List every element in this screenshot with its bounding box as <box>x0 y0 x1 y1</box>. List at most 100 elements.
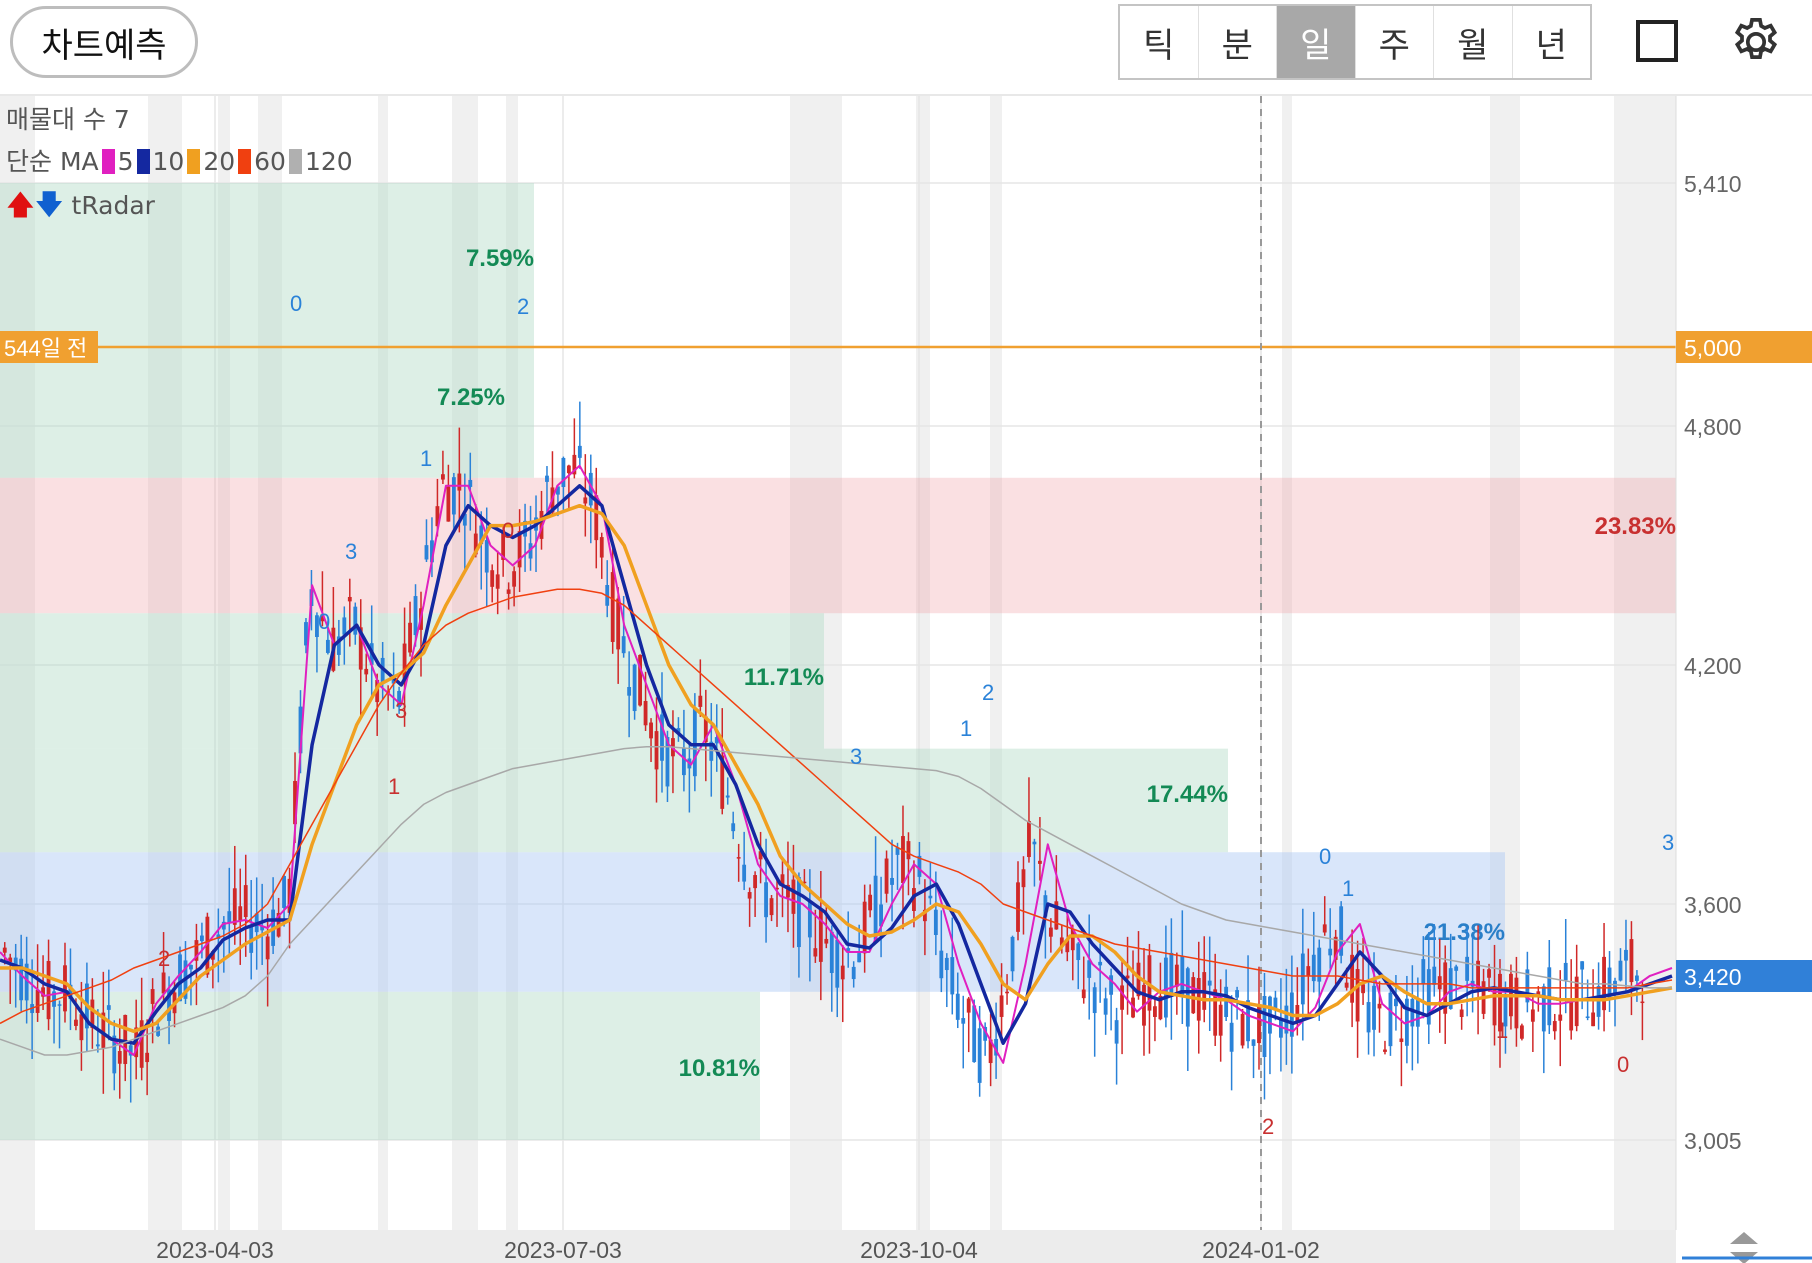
candle-body <box>123 1014 128 1065</box>
candle-body <box>501 530 506 560</box>
candle-body <box>1448 968 1453 1009</box>
ma20-swatch <box>187 149 201 174</box>
candle-body <box>1098 961 1103 966</box>
resize-handle-icon[interactable] <box>1730 1232 1758 1263</box>
candle-body <box>747 892 752 899</box>
candle-body <box>1563 962 1568 981</box>
candle-body <box>1344 982 1349 988</box>
candle-body <box>797 877 801 948</box>
up-arrow-icon: 🡅 <box>6 188 35 221</box>
candle-body <box>1153 1006 1157 1017</box>
candle-body <box>1169 952 1174 997</box>
candle-body <box>1311 954 1316 982</box>
price-tick-label: 5,000 <box>1684 335 1742 361</box>
candle-body <box>583 497 588 504</box>
background-band <box>790 96 842 1230</box>
candle-body <box>232 888 237 925</box>
candle-body <box>1251 1039 1256 1046</box>
candle-body <box>627 686 632 696</box>
candle-body <box>1125 975 1130 979</box>
candle-body <box>1136 962 1141 997</box>
price-tick-label: 5,410 <box>1684 171 1742 197</box>
signal-count-label: 0 <box>502 518 514 543</box>
candle-body <box>955 993 960 1020</box>
candle-body <box>972 1005 977 1063</box>
period-tab-year[interactable]: 년 <box>1535 25 1567 66</box>
signal-count-label: 0 <box>318 609 330 634</box>
candle-body <box>1010 936 1015 972</box>
date-tick-label: 2023-04-03 <box>156 1237 274 1263</box>
candle-body <box>506 589 511 594</box>
ma20-label: 20 <box>203 147 236 176</box>
candle-body <box>145 1052 150 1063</box>
candle-body <box>1399 1038 1404 1042</box>
candle-body <box>128 1045 133 1056</box>
candle-body <box>961 1018 966 1024</box>
candle-body <box>210 951 215 960</box>
zone-pct-label: 7.59% <box>466 245 534 272</box>
candle-body <box>46 961 51 1020</box>
candle-body <box>895 847 900 855</box>
background-band <box>1490 96 1520 1230</box>
candle-body <box>260 926 265 931</box>
price-chart[interactable]: 23.83% 21.38% 7.59% 7.25% 11.71% 17.44% 10.81%… <box>0 96 1812 1263</box>
candle-body <box>692 708 697 777</box>
candle-body <box>402 643 407 683</box>
candle-body <box>41 987 45 997</box>
candle-body <box>1519 1025 1524 1039</box>
period-tab-minute[interactable]: 분 <box>1199 6 1277 78</box>
signal-count-label: 3 <box>1662 830 1674 855</box>
chart-predict-button[interactable]: 차트예측 <box>10 6 198 78</box>
candle-body <box>983 1026 988 1041</box>
candle-body <box>1618 960 1623 981</box>
gear-icon[interactable] <box>1728 14 1784 70</box>
candle-body <box>35 989 40 1013</box>
zone-red <box>0 477 1676 614</box>
candle-body <box>457 473 462 491</box>
candle-body <box>884 858 889 894</box>
candle-body <box>1333 936 1338 960</box>
candle-body <box>347 596 352 602</box>
candle-body <box>807 900 812 938</box>
candle-body <box>1273 997 1278 1009</box>
candle-body <box>890 877 894 885</box>
signal-count-label: 2 <box>158 946 170 971</box>
ma60-swatch <box>238 149 252 174</box>
candle-body <box>835 939 840 988</box>
candle-body <box>879 904 883 927</box>
period-tab-tick[interactable]: 틱 <box>1120 6 1199 78</box>
candle-body <box>566 465 571 474</box>
candle-body <box>1180 956 1185 997</box>
background-band <box>506 96 518 1230</box>
period-tab-day[interactable]: 일 <box>1277 6 1356 78</box>
candle-body <box>1492 986 1497 1026</box>
candle-body <box>561 457 566 488</box>
candle-body <box>994 1038 999 1056</box>
candle-body <box>238 906 243 922</box>
zone-green <box>0 748 1228 853</box>
candle-body <box>358 627 363 670</box>
candle-body <box>1262 995 1267 1058</box>
date-axis-strip <box>0 1230 1676 1263</box>
candle-body <box>939 950 944 979</box>
candle-body <box>1585 1016 1590 1018</box>
period-tab-week[interactable]: 주 <box>1356 6 1434 78</box>
ma10-label: 10 <box>152 147 185 176</box>
candle-body <box>545 475 549 482</box>
signal-count-label: 0 <box>290 291 302 316</box>
period-tab-month[interactable]: 월 <box>1434 6 1513 78</box>
ma5-swatch <box>101 149 115 174</box>
candle-body <box>1459 1009 1464 1018</box>
candle-body <box>205 916 210 975</box>
candle-body <box>736 857 741 859</box>
candle-body <box>325 639 330 653</box>
signal-count-label: 2 <box>1262 1114 1274 1139</box>
square-icon[interactable] <box>1636 20 1678 62</box>
candle-body <box>484 540 489 573</box>
price-tick-label: 3,005 <box>1684 1128 1742 1154</box>
legend-tradar: 🡅🡇 tRadar <box>6 184 155 232</box>
candle-body <box>1048 927 1053 937</box>
candle-body <box>265 936 270 960</box>
candle-body <box>1163 957 1168 1018</box>
candle-body <box>698 695 703 707</box>
